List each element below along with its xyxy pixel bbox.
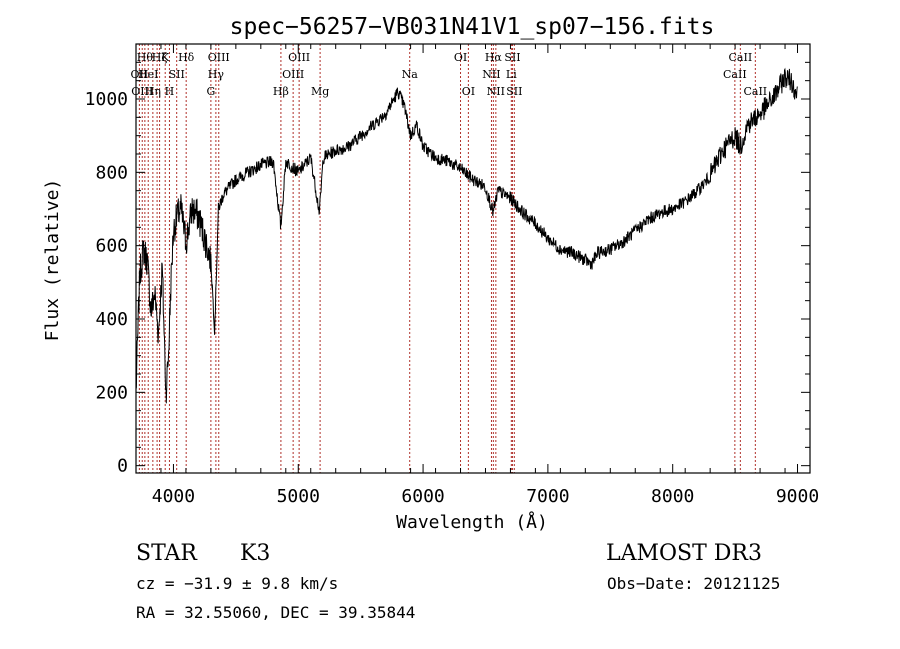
emission-line-label: OIII bbox=[131, 85, 153, 98]
emission-line-label: HeI bbox=[138, 68, 158, 81]
emission-line-label: Hθ bbox=[137, 51, 154, 64]
emission-line-label: Hη bbox=[145, 85, 161, 98]
emission-line-label: OIII bbox=[282, 68, 304, 81]
emission-line-label: Mg bbox=[311, 85, 329, 98]
y-axis-label: Flux (relative) bbox=[42, 179, 63, 342]
emission-line-label: Li bbox=[506, 68, 517, 81]
emission-line-label: SII bbox=[169, 68, 185, 81]
x-tick-label: 4000 bbox=[152, 486, 195, 507]
y-tick-label: 400 bbox=[95, 309, 128, 330]
emission-line-label: CaII bbox=[743, 85, 767, 98]
redshift-cz: cz = −31.9 ± 9.8 km/s bbox=[136, 574, 338, 593]
y-tick-label: 800 bbox=[95, 162, 128, 183]
emission-line-label: K bbox=[161, 51, 170, 64]
spectrum-line bbox=[135, 67, 798, 404]
emission-line-label: Na bbox=[402, 68, 419, 81]
object-subclass: K3 bbox=[240, 541, 270, 566]
emission-line-label: Hβ bbox=[273, 85, 289, 98]
emission-line-label: Hδ bbox=[178, 51, 195, 64]
emission-line-label: CaII bbox=[729, 51, 753, 64]
x-tick-label: 9000 bbox=[776, 486, 819, 507]
emission-line-label: SII bbox=[504, 51, 520, 64]
x-tick-label: 5000 bbox=[277, 486, 320, 507]
x-tick-label: 8000 bbox=[651, 486, 694, 507]
emission-line-labels: OII OIII Hθ HeI Hη HζK H SII Hδ G Hγ OIII Hβ OIII OIII… bbox=[131, 51, 768, 98]
x-tick-label: 6000 bbox=[401, 486, 444, 507]
y-axis: 0 200 400 600 800 1000 bbox=[85, 43, 810, 477]
emission-line-label: OII bbox=[131, 68, 149, 81]
x-axis: 4000 5000 6000 7000 8000 9000 bbox=[135, 44, 819, 507]
emission-line-label: G bbox=[206, 85, 215, 98]
emission-line-label: OIII bbox=[288, 51, 310, 64]
emission-line-label: H bbox=[165, 85, 175, 98]
emission-line-markers bbox=[138, 44, 756, 473]
emission-line-label: OI bbox=[462, 85, 475, 98]
emission-line-label: OI bbox=[454, 51, 467, 64]
emission-line-label: SII bbox=[506, 85, 522, 98]
emission-line-label: Hζ bbox=[152, 51, 168, 64]
chart-title: spec−56257−VB031N41V1_sp07−156.fits bbox=[230, 14, 715, 40]
y-tick-label: 0 bbox=[117, 456, 128, 477]
y-tick-label: 1000 bbox=[85, 89, 128, 110]
emission-line-label: NII bbox=[482, 68, 500, 81]
ra-dec-coordinates: RA = 32.55060, DEC = 39.35844 bbox=[136, 603, 415, 622]
emission-line-label: Hα bbox=[485, 51, 503, 64]
y-tick-label: 200 bbox=[95, 382, 128, 403]
y-tick-label: 600 bbox=[95, 236, 128, 257]
object-class: STAR bbox=[136, 541, 198, 566]
emission-line-label: NII bbox=[487, 85, 505, 98]
x-tick-label: 7000 bbox=[526, 486, 569, 507]
x-axis-label: Wavelength (Å) bbox=[396, 511, 548, 533]
emission-line-label: OIII bbox=[208, 51, 230, 64]
observation-date: Obs−Date: 20121125 bbox=[607, 574, 780, 593]
emission-line-label: Hγ bbox=[208, 68, 225, 81]
plot-frame bbox=[135, 43, 811, 474]
emission-line-label: CaII bbox=[723, 68, 747, 81]
survey-name: LAMOST DR3 bbox=[606, 541, 762, 566]
